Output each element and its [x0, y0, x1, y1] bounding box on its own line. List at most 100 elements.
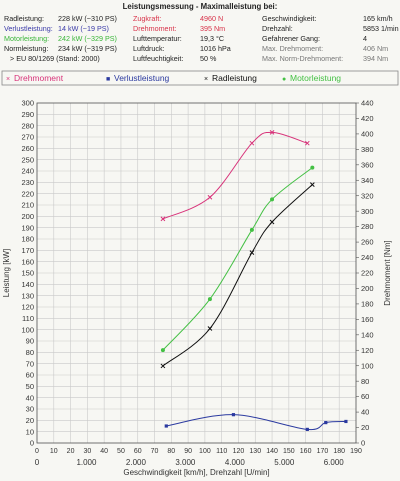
y-tick-right: 40 [361, 408, 369, 417]
series-line-verlustleistung [166, 414, 346, 431]
x-tick-speed: 0 [35, 448, 39, 455]
header-value: 242 kW (~329 PS) [58, 34, 117, 43]
y-tick-right: 160 [361, 315, 374, 324]
x-tick-speed: 50 [117, 448, 125, 455]
header-row: Gefahrener Gang: 4 [262, 34, 367, 44]
y-tick-right: 400 [361, 130, 374, 139]
y-tick-right: 220 [361, 269, 374, 278]
header-label: > EU 80/1269 (Stand: 2000) [10, 54, 100, 63]
x-tick-rpm: 4.000 [225, 458, 246, 467]
y-tick-right: 60 [361, 392, 369, 401]
header-row: Verlustleistung: 14 kW (~19 PS) [4, 24, 109, 34]
y-tick-left: 0 [30, 439, 34, 448]
y-tick-left: 100 [21, 325, 34, 334]
y-tick-left: 90 [26, 337, 34, 346]
y-tick-right: 260 [361, 238, 374, 247]
header-col-conditions: Zugkraft: 4960 N Drehmoment: 395 Nm Lufttemp… [133, 14, 231, 64]
header-value: 1016 hPa [200, 44, 231, 53]
y-tick-left: 40 [26, 393, 34, 402]
y-tick-right: 300 [361, 207, 374, 216]
y-tick-left: 190 [21, 223, 34, 232]
y-tick-right: 0 [361, 439, 365, 448]
y-tick-right: 420 [361, 114, 374, 123]
header-row: Drehmoment: 395 Nm [133, 24, 225, 34]
y-tick-right: 140 [361, 330, 374, 339]
y-tick-left: 70 [26, 359, 34, 368]
header-label: Max. Norm-Drehmoment: [262, 54, 344, 63]
header-row: Lufttemperatur: 19,3 °C [133, 34, 224, 44]
y-tick-right: 380 [361, 145, 374, 154]
series-line-motorleistung [162, 167, 313, 351]
x-tick-rpm: 2.000 [126, 458, 147, 467]
y-tick-right: 360 [361, 160, 374, 169]
y-tick-left: 20 [26, 416, 34, 425]
data-point [160, 348, 165, 353]
x-tick-speed: 80 [167, 448, 175, 455]
x-tick-speed: 120 [233, 448, 245, 455]
legend-label: Drehmoment [14, 73, 64, 83]
x-tick-rpm: 0 [35, 458, 40, 467]
y-tick-left: 270 [21, 133, 34, 142]
x-tick-speed: 40 [100, 448, 108, 455]
x-tick-speed: 160 [300, 448, 312, 455]
series-line-radleistung [162, 184, 313, 367]
header-label: Normleistung: [4, 44, 49, 53]
header-value: 234 kW (~319 PS) [58, 44, 117, 53]
y-tick-left: 290 [21, 110, 34, 119]
y-tick-left: 180 [21, 235, 34, 244]
data-point [207, 326, 213, 331]
header-value: 165 km/h [363, 14, 393, 23]
data-point [309, 182, 315, 187]
y-tick-left: 130 [21, 291, 34, 300]
header-value: 5853 1/min [363, 24, 399, 33]
y-axis-label-right: Drehmoment [Nm] [383, 240, 392, 305]
header-row: Max. Norm-Drehmoment: 394 Nm [262, 54, 388, 64]
header-col-speed: Geschwindigkeit: 165 km/h Drehzahl: 5853 1/… [262, 14, 399, 64]
x-tick-speed: 130 [249, 448, 261, 455]
legend-marker: × [6, 76, 10, 83]
data-point [324, 421, 328, 425]
y-tick-left: 250 [21, 155, 34, 164]
header-label: Motorleistung: [4, 34, 50, 43]
x-tick-speed: 10 [50, 448, 58, 455]
x-tick-rpm: 5.000 [274, 458, 295, 467]
y-axis-label-left: Leistung [kW] [2, 249, 11, 297]
y-tick-left: 150 [21, 269, 34, 278]
header-col-power: Radleistung: 228 kW (~310 PS) Verlustleist… [4, 14, 117, 64]
header-value: 394 Nm [363, 54, 389, 63]
data-point [249, 250, 255, 255]
plot-frame [36, 102, 357, 444]
x-tick-speed: 60 [134, 448, 142, 455]
legend-marker: ■ [106, 76, 110, 83]
header-label: Luftdruck: [133, 44, 165, 53]
x-tick-speed: 180 [333, 448, 345, 455]
data-point [231, 413, 236, 417]
header-row: Geschwindigkeit: 165 km/h [262, 14, 393, 24]
y-tick-right: 340 [361, 176, 374, 185]
legend-marker: × [204, 76, 208, 83]
header-row: Luftfeuchtigkeit: 50 % [133, 54, 216, 64]
header-label: Drehmoment: [133, 24, 177, 33]
data-point [249, 227, 254, 232]
legend-label: Radleistung [212, 73, 257, 83]
y-tick-left: 220 [21, 189, 34, 198]
header-row: Zugkraft: 4960 N [133, 14, 223, 24]
y-tick-left: 230 [21, 178, 34, 187]
data-point [160, 363, 166, 369]
x-tick-speed: 190 [350, 448, 362, 455]
data-point [249, 140, 255, 146]
x-tick-speed: 110 [216, 448, 227, 455]
y-tick-left: 160 [21, 257, 34, 266]
y-tick-right: 120 [361, 346, 374, 355]
legend-box [1, 70, 399, 86]
header-row: Motorleistung: 242 kW (~329 PS) [4, 34, 117, 44]
y-tick-right: 20 [361, 423, 369, 432]
header-label: Verlustleistung: [4, 24, 53, 33]
header-value: 4960 N [200, 14, 224, 23]
data-point [207, 194, 213, 200]
header-label: Luftfeuchtigkeit: [133, 54, 184, 63]
y-tick-left: 200 [21, 212, 34, 221]
y-tick-left: 10 [26, 427, 34, 436]
y-tick-right: 440 [361, 99, 374, 108]
